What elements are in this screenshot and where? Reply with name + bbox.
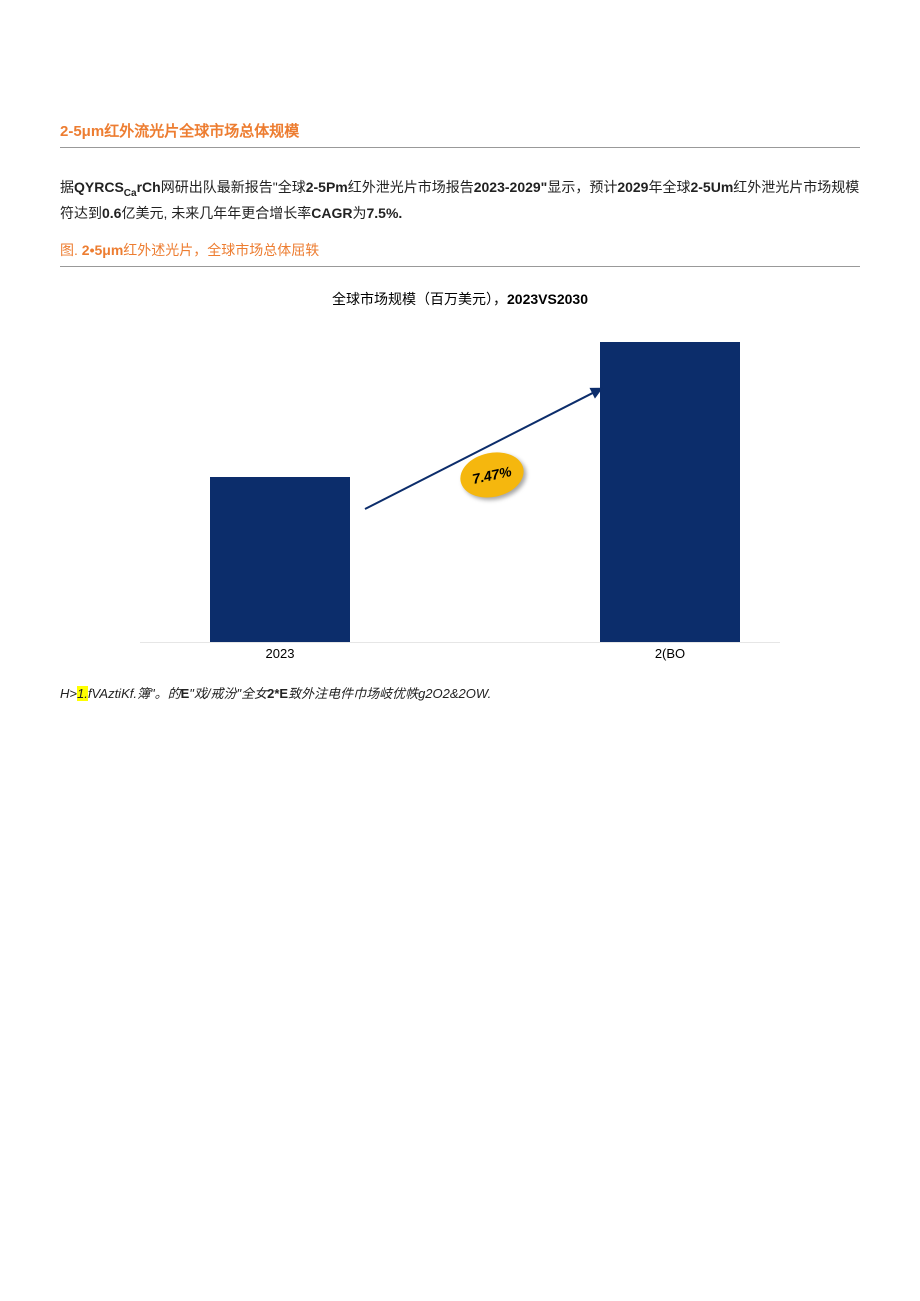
chart-title-bold: 2023VS2030 <box>507 291 588 307</box>
p-sub1: Ca <box>124 188 137 199</box>
intro-paragraph: 据QYRCSCarCh网研出队最新报告"全球2-5Pm红外泄光片市场报告2023… <box>60 176 860 226</box>
figcap-prefix: 图. <box>60 242 82 258</box>
p-b5: 2029 <box>617 179 648 195</box>
bar-2023 <box>210 477 350 642</box>
fn-highlight: 1. <box>77 686 88 701</box>
bar-2030 <box>600 342 740 642</box>
bar-chart: 7.47% 2023 2(BO <box>140 343 780 665</box>
fn-t3: "戏/戒汾"全女 <box>189 686 267 701</box>
p-b4: 2023-2029" <box>474 179 548 195</box>
p-mid6: 亿美元, 未来几年年更合增长率 <box>121 205 311 221</box>
p-mid2: 红外泄光片市场报告 <box>348 179 474 195</box>
p-prefix: 据 <box>60 179 74 195</box>
figcap-bold: 2•5μm <box>82 242 124 258</box>
heading-rule <box>60 147 860 148</box>
figcap-suffix: 红外述光片，全球市场总体屈轶 <box>123 242 319 258</box>
fn-b2: 2*E <box>267 686 288 701</box>
p-mid4: 年全球 <box>648 179 690 195</box>
fn-t4: 致外注电件巾场岐优帙g2O2&2OW. <box>288 686 491 701</box>
p-b3: 2-5Pm <box>306 179 348 195</box>
p-b9: 7.5%. <box>366 205 402 221</box>
chart-title-prefix: 全球市场规模（百万美元）， <box>332 291 507 307</box>
p-b1: QYRCS <box>74 179 124 195</box>
section-heading: 2-5μm红外流光片全球市场总体规模 <box>60 120 860 141</box>
x-axis-label-2023: 2023 <box>210 646 350 661</box>
chart-plot-area: 7.47% <box>140 343 780 643</box>
footnote: H>1.fVAztiKf.簿"。的E"戏/戒汾"全女2*E致外注电件巾场岐优帙g… <box>60 683 860 702</box>
p-mid3: 显示，预计 <box>547 179 617 195</box>
fn-b1: E <box>181 686 190 701</box>
p-b7: 0.6 <box>102 205 121 221</box>
x-axis-label-2030: 2(BO <box>600 646 740 661</box>
figure-caption: 图. 2•5μm红外述光片，全球市场总体屈轶 <box>60 240 860 260</box>
p-b8: CAGR <box>311 205 352 221</box>
growth-rate-label: 7.47% <box>471 463 513 487</box>
fn-t2: fVAztiKf.簿"。的 <box>88 686 181 701</box>
heading-text: 2-5μm红外流光片全球市场总体规模 <box>60 123 299 140</box>
chart-x-axis: 2023 2(BO <box>140 643 780 665</box>
figure-rule <box>60 266 860 267</box>
p-mid1: 网研出队最新报告"全球 <box>161 179 306 195</box>
p-b2: rCh <box>137 179 161 195</box>
p-mid7: 为 <box>352 205 366 221</box>
fn-t1: H> <box>60 686 77 701</box>
chart-title: 全球市场规模（百万美元），2023VS2030 <box>60 289 860 309</box>
p-b6: 2-5Um <box>690 179 733 195</box>
